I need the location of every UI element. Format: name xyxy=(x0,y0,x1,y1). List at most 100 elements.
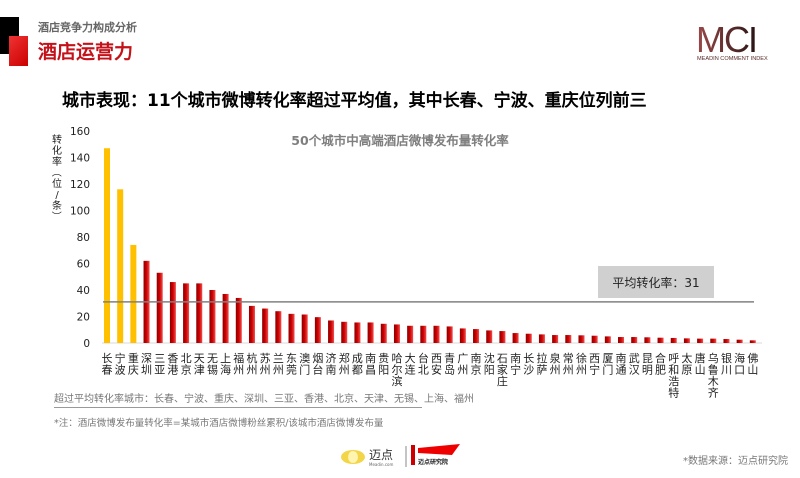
x-tick-label: 海口 xyxy=(734,351,745,377)
svg-text:无: 无 xyxy=(207,352,218,365)
x-tick-label: 昆明 xyxy=(642,352,653,377)
meadin-research-logo-text: 迈点研究院 xyxy=(418,458,448,466)
x-tick-label: 常州 xyxy=(563,352,574,377)
bar-贵阳 xyxy=(380,323,387,343)
x-tick-label: 郑州 xyxy=(339,351,350,377)
svg-text:京: 京 xyxy=(471,363,482,377)
svg-text:唐: 唐 xyxy=(695,351,706,365)
bar-泉州 xyxy=(552,335,559,343)
x-tick-label: 香港 xyxy=(167,352,178,377)
bar-海口 xyxy=(736,339,743,343)
x-tick-label: 长沙 xyxy=(523,352,534,377)
y-tick-label: 80 xyxy=(77,232,90,244)
y-tick-label: 0 xyxy=(83,338,90,350)
x-tick-label: 天津 xyxy=(194,352,205,377)
x-tick-label: 太原 xyxy=(681,352,692,377)
svg-text:宁: 宁 xyxy=(589,363,600,377)
average-label-box: 平均转化率：31 xyxy=(598,266,714,298)
svg-text:滨: 滨 xyxy=(391,374,402,388)
mci-logo: MCI MEADIN COMMENT INDEX xyxy=(696,22,768,62)
y-axis-label-char: 转 xyxy=(52,133,62,146)
svg-text:春: 春 xyxy=(102,364,113,377)
svg-text:川: 川 xyxy=(721,364,732,377)
bar-上海 xyxy=(222,293,229,343)
bar-呼和浩特 xyxy=(670,337,677,343)
x-tick-label: 合肥 xyxy=(655,351,666,377)
svg-text:口: 口 xyxy=(734,364,745,377)
footnote: *注：酒店微博发布量转化率=某城市酒店微博粉丝累积/该城市酒店微博发布量 xyxy=(54,418,384,429)
y-tick-label: 60 xyxy=(77,259,90,271)
svg-text:尔: 尔 xyxy=(391,364,402,377)
svg-text:庆: 庆 xyxy=(128,363,139,377)
svg-text:银: 银 xyxy=(721,351,732,365)
exceed-average-cities: 超过平均转化率城市：长春、宁波、重庆、深圳、三亚、香港、北京、天津、无锡、上海、… xyxy=(54,394,474,405)
svg-text:州: 州 xyxy=(246,364,257,377)
svg-text:门: 门 xyxy=(299,363,310,377)
svg-text:天: 天 xyxy=(194,352,205,365)
bar-杭州 xyxy=(248,305,255,343)
svg-text:肥: 肥 xyxy=(655,364,666,377)
x-tick-label: 南通 xyxy=(616,352,627,377)
svg-text:明: 明 xyxy=(642,364,653,377)
svg-text:南: 南 xyxy=(365,352,376,365)
y-tick-label: 160 xyxy=(70,126,90,138)
svg-text:南: 南 xyxy=(326,364,337,377)
svg-text:京: 京 xyxy=(181,363,192,377)
svg-text:山: 山 xyxy=(695,364,706,377)
meadin-logo-text: 迈点 xyxy=(369,448,393,462)
x-tick-label: 深圳 xyxy=(141,352,152,377)
svg-text:青: 青 xyxy=(444,352,455,365)
svg-text:澳: 澳 xyxy=(299,352,310,365)
svg-text:重: 重 xyxy=(128,351,139,365)
x-tick-label: 重庆 xyxy=(128,351,139,377)
svg-text:上: 上 xyxy=(220,352,231,365)
bar-西宁 xyxy=(591,335,598,343)
svg-text:莞: 莞 xyxy=(286,364,297,377)
svg-text:州: 州 xyxy=(550,364,561,377)
x-tick-label: 上海 xyxy=(220,352,231,377)
x-tick-label: 哈尔滨 xyxy=(391,352,402,388)
x-tick-label: 无锡 xyxy=(207,352,218,377)
bar-银川 xyxy=(723,339,730,343)
bar-西安 xyxy=(433,325,440,343)
section-title: 酒店运营力 xyxy=(38,41,134,63)
bar-澳门 xyxy=(301,314,308,343)
bar-宁波 xyxy=(117,189,124,343)
x-tick-label: 沈阳 xyxy=(484,351,495,377)
bar-石家庄 xyxy=(499,331,506,343)
svg-text:齐: 齐 xyxy=(708,386,719,400)
svg-text:海: 海 xyxy=(220,363,231,377)
svg-text:阳: 阳 xyxy=(484,364,495,377)
x-tick-label: 南宁 xyxy=(510,352,521,377)
svg-text:杭: 杭 xyxy=(246,351,257,365)
svg-text:锡: 锡 xyxy=(207,363,218,377)
y-axis-label-char: 率 xyxy=(52,155,62,168)
svg-text:深: 深 xyxy=(141,352,152,365)
bar-天津 xyxy=(196,283,203,343)
svg-text:香: 香 xyxy=(167,352,178,365)
y-axis-label: 转化率（位/条） xyxy=(50,133,62,221)
x-tick-label: 青岛 xyxy=(444,352,455,377)
x-tick-label: 东莞 xyxy=(286,352,297,377)
mci-logo-text: MCI xyxy=(696,22,756,60)
bar-重庆 xyxy=(130,244,137,343)
svg-text:武: 武 xyxy=(629,352,640,365)
svg-text:乌: 乌 xyxy=(708,351,719,365)
bar-长春 xyxy=(104,148,110,343)
y-tick-label: 120 xyxy=(70,179,90,191)
decor-red-square xyxy=(9,36,28,66)
svg-text:宁: 宁 xyxy=(115,351,126,365)
x-tick-label: 烟台 xyxy=(312,351,323,377)
bar-青岛 xyxy=(446,326,453,343)
svg-text:郑: 郑 xyxy=(339,351,350,365)
svg-text:港: 港 xyxy=(167,364,178,377)
svg-text:泉: 泉 xyxy=(550,351,561,365)
bar-武汉 xyxy=(631,337,638,343)
bar-太原 xyxy=(683,338,690,343)
y-tick-label: 40 xyxy=(77,285,90,297)
y-axis-label-char: / xyxy=(55,190,59,201)
svg-text:宁: 宁 xyxy=(510,363,521,377)
slide-subtitle: 酒店竞争力构成分析 xyxy=(38,21,137,34)
